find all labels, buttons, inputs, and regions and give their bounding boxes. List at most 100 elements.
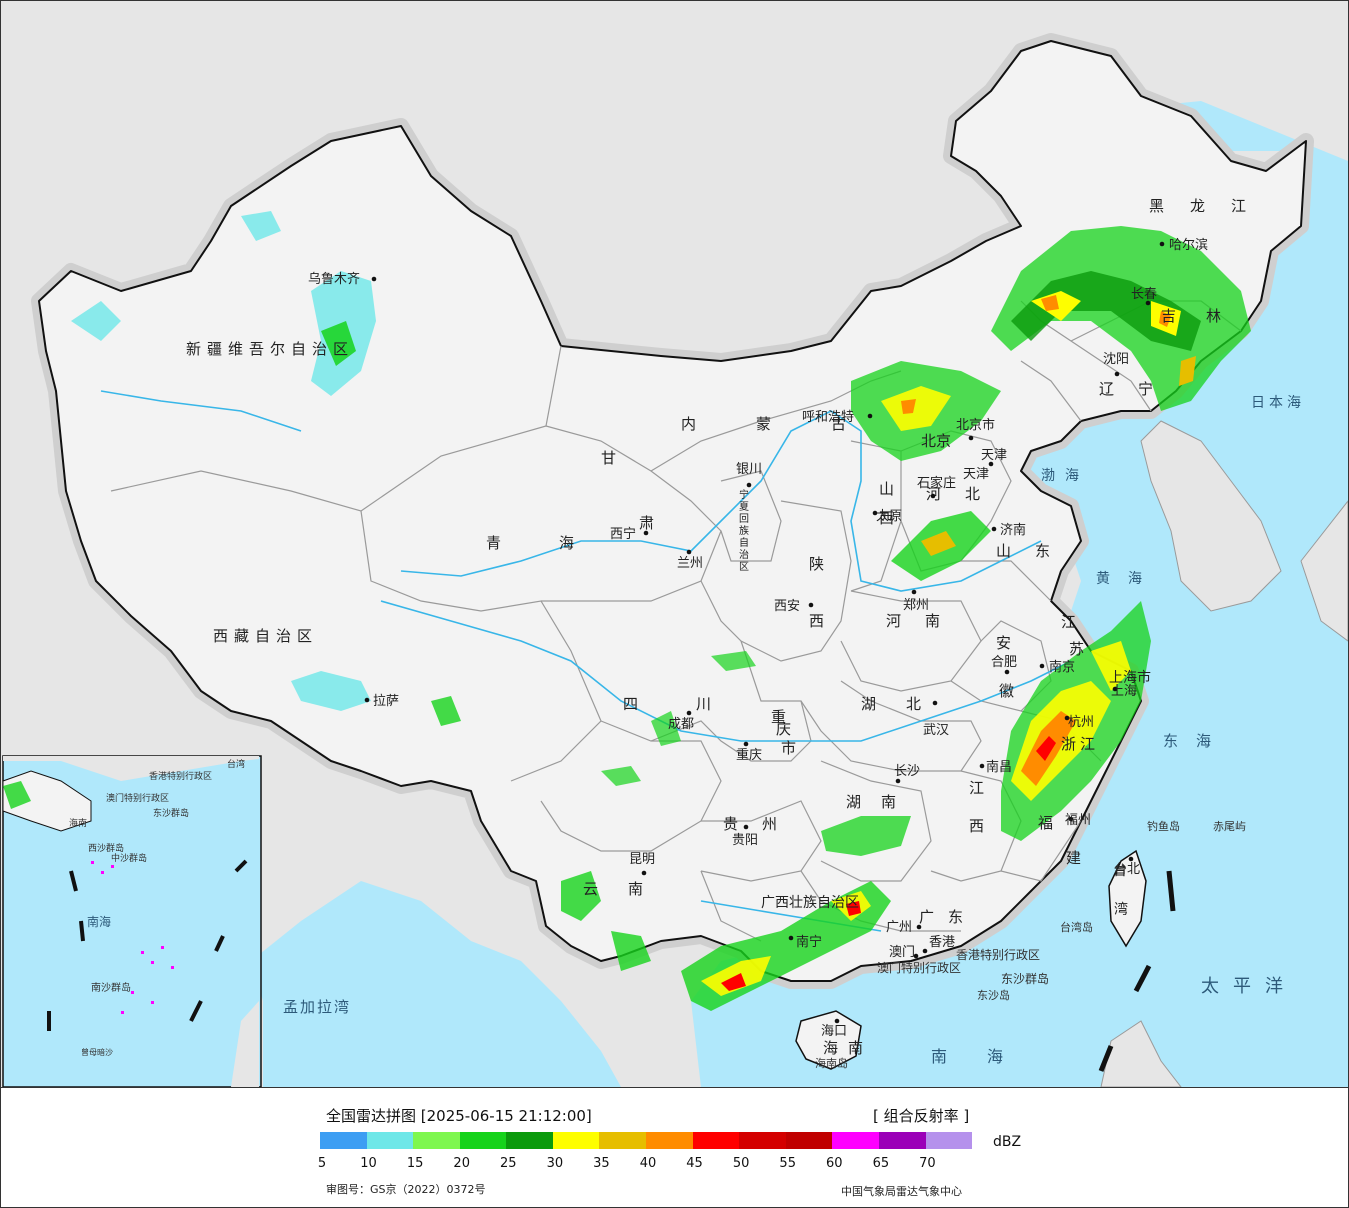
color-tick-label: 45 — [686, 1156, 703, 1171]
city-marker — [991, 526, 997, 532]
color-tick-label: 15 — [406, 1156, 424, 1171]
city-label: 兰州 — [677, 556, 703, 571]
color-swatch-9 — [739, 1132, 786, 1149]
color-scale-bar — [320, 1132, 973, 1149]
main-dash-line — [1098, 870, 1176, 1072]
province-label: 宁夏回族自治区 — [739, 488, 749, 573]
province-label: 天津 — [963, 467, 989, 482]
color-swatch-5 — [552, 1132, 600, 1149]
inset-label: 台湾 — [227, 758, 245, 770]
legend-title: 全国雷达拼图 [2025-06-15 21:12:00] — [326, 1107, 592, 1125]
province-label: 湖北 — [861, 695, 951, 713]
inset-label: 西沙群岛 — [88, 842, 124, 854]
city-label: 长春 — [1131, 287, 1157, 302]
inset-label: 南海 — [87, 914, 111, 929]
color-swatch-4 — [506, 1132, 553, 1149]
city-label: 长沙 — [894, 764, 920, 779]
province-label: 海南 — [823, 1039, 873, 1057]
city-label: 海口 — [821, 1024, 847, 1039]
color-swatch-3 — [459, 1132, 507, 1149]
province-label: 黑龙江 — [1149, 197, 1272, 215]
sea-label: 黄海 — [1096, 570, 1160, 587]
city-label: 北京市 — [956, 417, 995, 433]
city-label: 杭州 — [1068, 715, 1094, 730]
city-marker — [1145, 300, 1151, 306]
city-marker — [643, 530, 649, 536]
province-label: 浙江 — [1061, 735, 1099, 753]
city-label: 太原 — [876, 509, 902, 524]
province-label: 云南 — [583, 880, 673, 898]
city-marker — [1112, 686, 1118, 692]
city-label: 呼和浩特 — [802, 410, 854, 425]
inset-islands — [91, 861, 174, 1014]
color-swatch-2 — [413, 1132, 460, 1149]
color-tick-label: 70 — [919, 1156, 936, 1171]
sea-label: 孟加拉湾 — [283, 998, 351, 1016]
color-swatch-13 — [925, 1132, 973, 1149]
unit-label: dBZ — [993, 1134, 1022, 1150]
island-label: 东沙岛 — [977, 988, 1010, 1002]
city-marker — [895, 778, 901, 784]
island-label: 东沙群岛 — [1001, 971, 1049, 986]
city-label: 沈阳 — [1103, 352, 1129, 367]
color-tick-label: 20 — [453, 1156, 470, 1171]
city-label: 广州 — [886, 920, 912, 935]
city-marker — [808, 602, 814, 608]
city-label: 郑州 — [903, 598, 929, 613]
city-marker — [1114, 371, 1120, 377]
province-label: 上海市 — [1109, 669, 1151, 686]
province-label: 青海 — [486, 534, 632, 552]
color-swatch-7 — [646, 1132, 693, 1149]
province-label: 重庆市 — [771, 708, 796, 757]
province-label: 河南 — [886, 612, 964, 630]
color-tick-label: 55 — [779, 1156, 796, 1171]
city-marker — [867, 413, 873, 419]
city-label: 重庆 — [736, 747, 762, 763]
city-marker — [1004, 669, 1010, 675]
sea-label: 日本海 — [1251, 395, 1305, 411]
city-marker — [743, 824, 749, 830]
city-marker — [641, 870, 647, 876]
color-tick-label: 60 — [826, 1156, 843, 1171]
province-label: 西藏自治区 — [213, 627, 318, 645]
taiwan-island — [1108, 849, 1147, 948]
sea-label: 太平洋 — [1201, 976, 1297, 997]
island-label: 香港特别行政区 — [956, 947, 1040, 962]
city-label: 合肥 — [991, 655, 1017, 670]
province-label: 北京 — [921, 432, 951, 450]
sea-label: 东海 — [1163, 732, 1229, 750]
rivers — [100, 390, 1072, 932]
color-swatch-10 — [785, 1132, 833, 1149]
province-label: 河北 — [926, 485, 1004, 503]
city-label: 南京 — [1049, 659, 1075, 675]
province-label: 广西壮族自治区 — [761, 895, 859, 911]
color-swatch-0 — [320, 1132, 367, 1149]
city-marker — [1159, 241, 1165, 247]
province-label: 安徽 — [996, 634, 1014, 700]
province-label: 甘肃 — [601, 449, 654, 532]
island-label: 钓鱼岛 — [1147, 819, 1180, 833]
inset-label: 澳门特别行政区 — [106, 792, 169, 804]
province-label: 江苏 — [1061, 613, 1084, 658]
inset-label: 曾母暗沙 — [81, 1047, 113, 1057]
city-label: 天津 — [981, 448, 1007, 463]
city-label: 南昌 — [986, 759, 1012, 775]
island-label: 海南岛 — [815, 1056, 848, 1070]
province-label: 湖南 — [846, 793, 916, 811]
color-swatch-6 — [599, 1132, 647, 1149]
province-label: 四川 — [623, 695, 769, 713]
city-marker — [746, 482, 752, 488]
province-label: 山东 — [996, 542, 1074, 560]
city-marker — [988, 461, 994, 467]
data-source: 中国气象局雷达气象中心 — [841, 1185, 962, 1198]
province-label: 辽宁 — [1099, 380, 1177, 398]
province-label: 陕西 — [809, 555, 824, 630]
color-tick-label: 25 — [500, 1156, 517, 1171]
city-label: 成都 — [668, 717, 694, 732]
city-marker — [968, 435, 974, 441]
city-marker — [932, 700, 938, 706]
city-label: 武汉 — [923, 723, 949, 738]
